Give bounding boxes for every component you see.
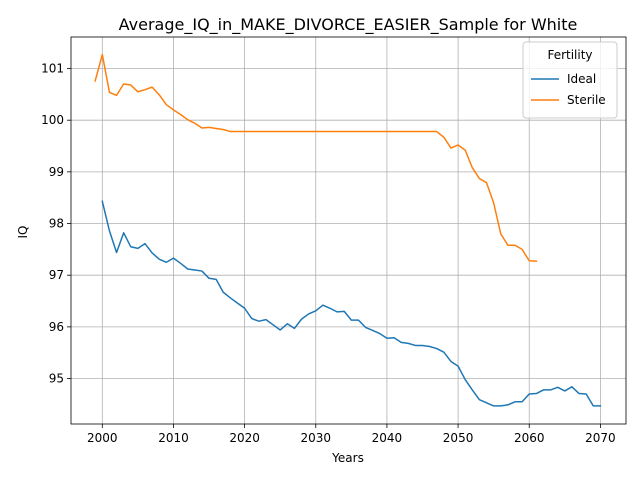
legend: Fertility Ideal Sterile xyxy=(522,41,618,119)
x-tick-label: 2030 xyxy=(300,431,331,445)
plot-frame xyxy=(70,36,627,425)
x-tick-label: 2040 xyxy=(372,431,403,445)
y-tick-label: 100 xyxy=(41,113,64,127)
y-tick-label: 101 xyxy=(41,62,64,76)
y-tick-label: 99 xyxy=(49,165,64,179)
y-tick-label: 96 xyxy=(49,320,64,334)
y-axis-label: IQ xyxy=(16,226,30,239)
legend-entries: Ideal Sterile xyxy=(531,72,606,107)
series-layer xyxy=(94,53,602,407)
x-axis-label: Years xyxy=(331,451,364,465)
x-axis-ticks: 2000 2010 2020 2030 2040 2050 2060 2070 xyxy=(87,424,616,445)
legend-title: Fertility xyxy=(547,48,592,62)
legend-label-sterile: Sterile xyxy=(567,93,606,107)
y-tick-label: 98 xyxy=(49,217,64,231)
legend-box xyxy=(522,41,618,119)
x-tick-label: 2000 xyxy=(87,431,118,445)
x-tick-label: 2060 xyxy=(514,431,545,445)
x-tick-label: 2010 xyxy=(158,431,189,445)
x-tick-label: 2020 xyxy=(229,431,260,445)
series-line-sterile xyxy=(94,53,538,263)
legend-label-ideal: Ideal xyxy=(567,72,596,86)
y-tick-label: 97 xyxy=(49,268,64,282)
series-line-ideal xyxy=(101,200,602,407)
x-tick-label: 2070 xyxy=(585,431,616,445)
y-tick-label: 95 xyxy=(49,372,64,386)
chart-title: Average_IQ_in_MAKE_DIVORCE_EASIER_Sample… xyxy=(119,15,578,35)
x-tick-label: 2050 xyxy=(443,431,474,445)
grid xyxy=(71,37,626,424)
y-axis-ticks: 95 96 97 98 99 100 101 xyxy=(41,62,71,386)
